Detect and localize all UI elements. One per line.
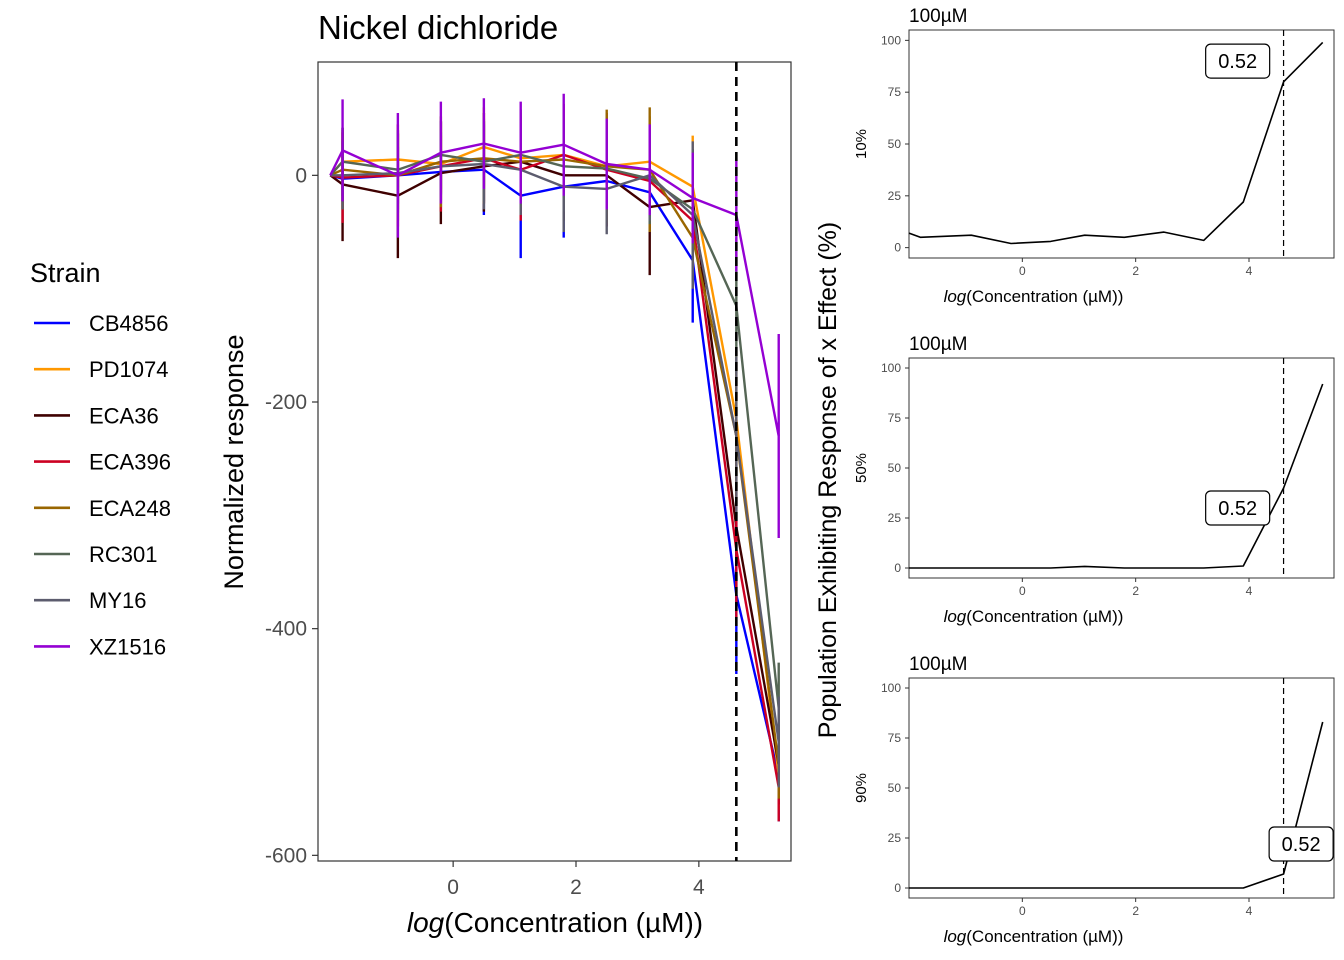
panel-title: 100µM <box>909 334 967 355</box>
panel-annotation: 0.52 <box>1268 826 1334 862</box>
panel-x-tick-label: 0 <box>1019 264 1026 278</box>
legend-label: MY16 <box>89 588 146 613</box>
main-x-tick-label: 0 <box>447 876 459 899</box>
panel-y-tick-label: 0 <box>894 561 901 575</box>
legend-label: XZ1516 <box>89 634 166 659</box>
panel-50-percent: 100µM 0 25 50 75 100 0 2 4 50% log(Concentration (… <box>853 334 1335 626</box>
panel-x-axis-label-rest: (Concentration (µM)) <box>966 287 1123 306</box>
legend-item: PD1074 <box>34 357 169 382</box>
panel-annotation-box <box>1268 826 1334 862</box>
legend-item: ECA36 <box>34 403 159 428</box>
panel-y-axis-label: 50% <box>853 453 870 483</box>
panel-y-tick-label: 100 <box>881 681 901 695</box>
panel-y-tick-label: 50 <box>888 781 902 795</box>
panel-x-tick-label: 4 <box>1246 264 1253 278</box>
panel-y-tick-label: 25 <box>888 189 902 203</box>
panel-y-tick-label: 25 <box>888 511 902 525</box>
shared-y-axis-label: Population Exhibiting Response of x Effe… <box>814 222 842 739</box>
panel-90-percent: 100µM 0 25 50 75 100 0 2 4 90% log(Concentration (… <box>853 654 1335 946</box>
panel-y-tick-label: 25 <box>888 831 902 845</box>
panel-x-axis-label-italic: log <box>944 287 967 306</box>
legend-items: CB4856 PD1074 ECA36 ECA396 ECA248 RC301 MY16 XZ… <box>34 311 171 659</box>
panel-x-tick-label: 4 <box>1246 584 1253 598</box>
panel-series-line <box>909 383 1324 569</box>
main-x-axis-label: log(Concentration (µM)) <box>407 907 703 938</box>
panel-y-tick-label: 0 <box>894 241 901 255</box>
legend-item: ECA396 <box>34 450 171 475</box>
series-line <box>329 153 780 709</box>
panel-annotation: 0.52 <box>1205 43 1271 79</box>
panel-x-tick-label: 4 <box>1246 904 1253 918</box>
main-x-tick-label: 2 <box>570 876 582 899</box>
legend-title: Strain <box>30 258 101 288</box>
main-y-tick-label: 0 <box>295 164 307 187</box>
panel-annotation-label: 0.52 <box>1218 51 1257 73</box>
panel-x-axis-label: log(Concentration (µM)) <box>944 287 1124 306</box>
main-x-tick-label: 4 <box>693 876 705 899</box>
panel-x-axis-label-italic: log <box>944 927 967 946</box>
panel-y-tick-label: 75 <box>888 411 902 425</box>
panel-series-line <box>909 721 1324 889</box>
panel-annotation-label: 0.52 <box>1218 498 1257 520</box>
legend-label: PD1074 <box>89 357 169 382</box>
series-line <box>329 142 780 437</box>
panel-annotation: 0.52 <box>1205 490 1271 526</box>
legend-item: RC301 <box>34 542 157 567</box>
panel-10-percent: 100µM 0 25 50 75 100 0 2 4 10% log(Concentration (… <box>853 6 1335 306</box>
legend-label: ECA396 <box>89 450 171 475</box>
panel-series-line <box>908 41 1324 245</box>
main-plot-area: 0 2 4 0 -200 -400 -600 <box>265 61 792 899</box>
panel-x-axis-label-rest: (Concentration (µM)) <box>966 607 1123 626</box>
legend-label: ECA248 <box>89 496 171 521</box>
panel-border <box>908 677 1335 899</box>
panel-title: 100µM <box>909 654 967 675</box>
panel-x-tick-label: 2 <box>1132 584 1139 598</box>
panel-y-tick-label: 50 <box>888 137 902 151</box>
main-chart: Nickel dichloride Normalized response lo… <box>219 9 792 938</box>
legend-item: CB4856 <box>34 311 169 336</box>
legend-label: CB4856 <box>89 311 169 336</box>
panel-annotation-box <box>1205 43 1271 79</box>
series-XZ1516 <box>329 93 780 538</box>
main-y-tick-label: -400 <box>265 618 307 641</box>
legend-item: ECA248 <box>34 496 171 521</box>
legend-item: XZ1516 <box>34 634 166 659</box>
panel-x-axis-label-italic: log <box>944 607 967 626</box>
main-title: Nickel dichloride <box>318 9 558 46</box>
main-y-tick-label: -600 <box>265 844 307 867</box>
panel-y-tick-label: 100 <box>881 361 901 375</box>
panel-x-axis-label-rest: (Concentration (µM)) <box>966 927 1123 946</box>
panel-y-tick-label: 50 <box>888 461 902 475</box>
legend-label: ECA36 <box>89 403 159 428</box>
panel-y-tick-label: 75 <box>888 731 902 745</box>
panel-x-tick-label: 0 <box>1019 904 1026 918</box>
panel-x-axis-label: log(Concentration (µM)) <box>944 927 1124 946</box>
panel-annotation-box <box>1205 490 1271 526</box>
panel-border <box>908 357 1335 579</box>
legend-item: MY16 <box>34 588 146 613</box>
panel-x-tick-label: 0 <box>1019 584 1026 598</box>
panel-y-tick-label: 100 <box>881 33 901 47</box>
panel-y-axis-label: 90% <box>853 773 870 803</box>
main-y-tick-label: -200 <box>265 391 307 414</box>
panel-y-tick-label: 0 <box>894 881 901 895</box>
panel-y-tick-label: 75 <box>888 85 902 99</box>
panel-x-tick-label: 2 <box>1132 904 1139 918</box>
panel-annotation-label: 0.52 <box>1282 834 1321 856</box>
main-x-axis-label-italic: log <box>407 907 445 938</box>
panel-y-axis-label: 10% <box>853 129 870 159</box>
series-line <box>330 162 780 743</box>
panel-x-tick-label: 2 <box>1132 264 1139 278</box>
main-x-axis-label-rest: (Concentration (µM)) <box>444 907 703 938</box>
panel-title: 100µM <box>909 6 967 27</box>
panel-x-axis-label: log(Concentration (µM)) <box>944 607 1124 626</box>
legend-label: RC301 <box>89 542 157 567</box>
legend: Strain CB4856 PD1074 ECA36 ECA396 ECA248 RC30… <box>30 258 171 659</box>
main-y-axis-label: Normalized response <box>219 334 249 589</box>
